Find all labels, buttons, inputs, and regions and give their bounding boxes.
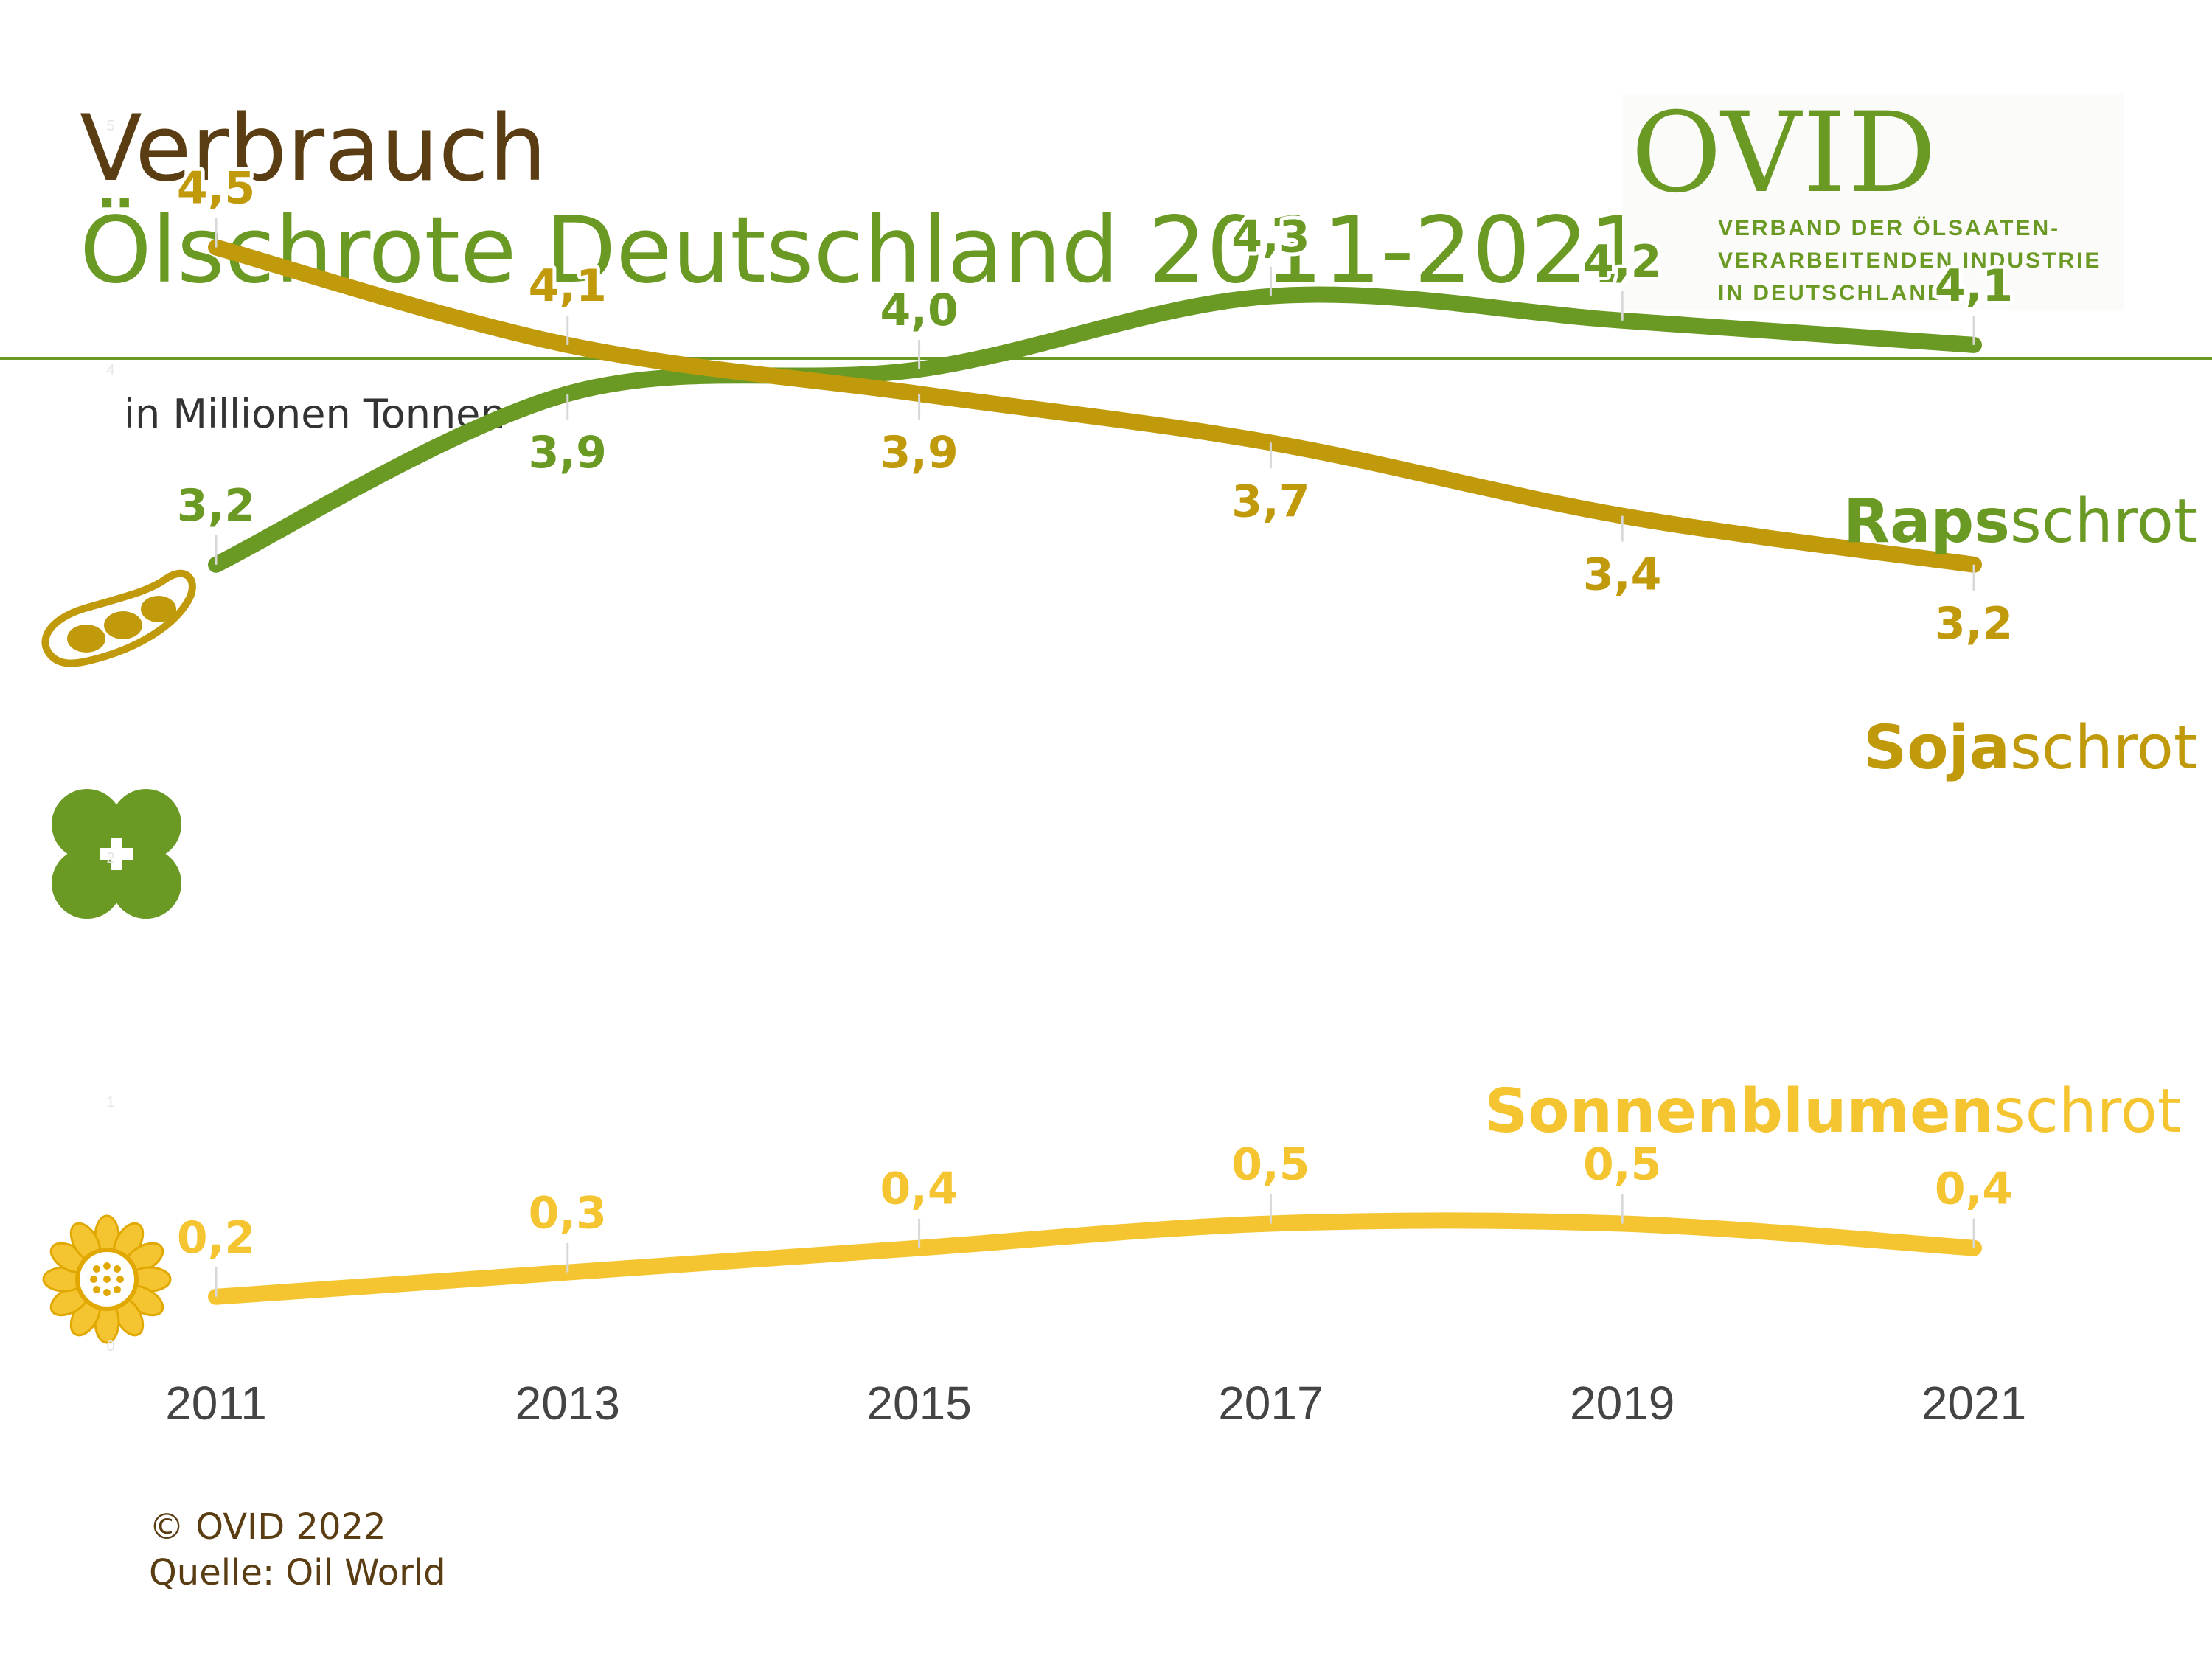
data-label-soja: 4,1	[529, 260, 607, 312]
data-label-raps: 4,0	[880, 285, 958, 336]
x-tick-label: 2017	[1218, 1377, 1323, 1430]
sunflower-icon	[42, 1214, 172, 1344]
series-name-sonnenblumen: Sonnenblumenschrot	[1484, 1077, 2181, 1147]
series-line-sonnenblumen	[208, 1212, 1982, 1305]
series-name-bold: Raps	[1843, 487, 2010, 557]
copyright-text: © OVID 2022	[149, 1506, 386, 1548]
ovid-logo: OVID VERBAND DER ÖLSAATEN- VERARBEITENDE…	[1622, 89, 2124, 310]
data-label-sonnenblumen: 0,4	[880, 1164, 958, 1215]
logo-subtitle-line1: VERBAND DER ÖLSAATEN-	[1718, 216, 2061, 240]
y-tick-label: 5	[106, 118, 114, 134]
header-divider	[0, 357, 2212, 360]
series-name-rest: schrot	[2010, 487, 2197, 557]
series-name-raps: Rapsschrot	[1843, 487, 2197, 557]
logo-subtitle-line3: IN DEUTSCHLAND	[1718, 281, 1946, 305]
footer: © OVID 2022 Quelle: Oil World	[149, 1504, 446, 1596]
data-label-raps: 3,9	[529, 427, 607, 479]
series-name-bold: Sonnenblumen	[1484, 1077, 1994, 1147]
y-tick-label: 4	[106, 362, 114, 378]
x-tick-label: 2015	[866, 1377, 971, 1430]
series-line-soja	[208, 239, 1982, 573]
data-label-sonnenblumen: 0,4	[1935, 1164, 2013, 1215]
unit-note: in Millionen Tonnen	[124, 391, 506, 437]
soybean-icon	[41, 569, 196, 667]
source-text: Quelle: Oil World	[149, 1552, 446, 1593]
data-label-raps: 4,3	[1231, 212, 1310, 263]
chart-title-line1: Verbrauch	[80, 96, 547, 202]
series-name-bold: Soja	[1863, 713, 2010, 783]
logo-subtitle: VERBAND DER ÖLSAATEN- VERARBEITENDEN IND…	[1718, 212, 2101, 310]
series-name-rest: schrot	[1994, 1077, 2181, 1147]
logo-subtitle-line2: VERARBEITENDEN INDUSTRIE	[1718, 248, 2102, 273]
y-tick-label: 1	[106, 1094, 114, 1110]
rapeseed-flower-icon	[52, 789, 181, 919]
y-tick-label: 2	[106, 850, 114, 866]
series-line-raps	[208, 286, 1982, 573]
x-tick-label: 2013	[515, 1377, 620, 1430]
data-label-sonnenblumen: 0,2	[177, 1212, 255, 1264]
data-label-soja: 3,9	[880, 427, 958, 479]
data-label-raps: 3,2	[177, 480, 255, 532]
data-label-soja: 3,4	[1583, 549, 1661, 601]
data-label-soja: 3,2	[1935, 598, 2013, 650]
data-label-soja: 3,7	[1231, 476, 1310, 527]
data-label-raps: 4,1	[1935, 260, 2013, 312]
x-tick-label: 2019	[1570, 1377, 1674, 1430]
data-label-soja: 4,5	[177, 163, 255, 215]
data-label-sonnenblumen: 0,5	[1231, 1139, 1310, 1191]
x-tick-label: 2011	[165, 1377, 267, 1430]
data-label-sonnenblumen: 0,3	[529, 1188, 607, 1239]
logo-wordmark: OVID	[1631, 89, 1938, 218]
series-name-rest: schrot	[2010, 713, 2197, 783]
series-name-soja: Sojaschrot	[1863, 713, 2197, 783]
x-tick-label: 2021	[1921, 1377, 2026, 1430]
y-tick-label: 0	[106, 1338, 114, 1354]
data-label-raps: 4,2	[1583, 236, 1661, 288]
data-label-sonnenblumen: 0,5	[1583, 1139, 1661, 1191]
